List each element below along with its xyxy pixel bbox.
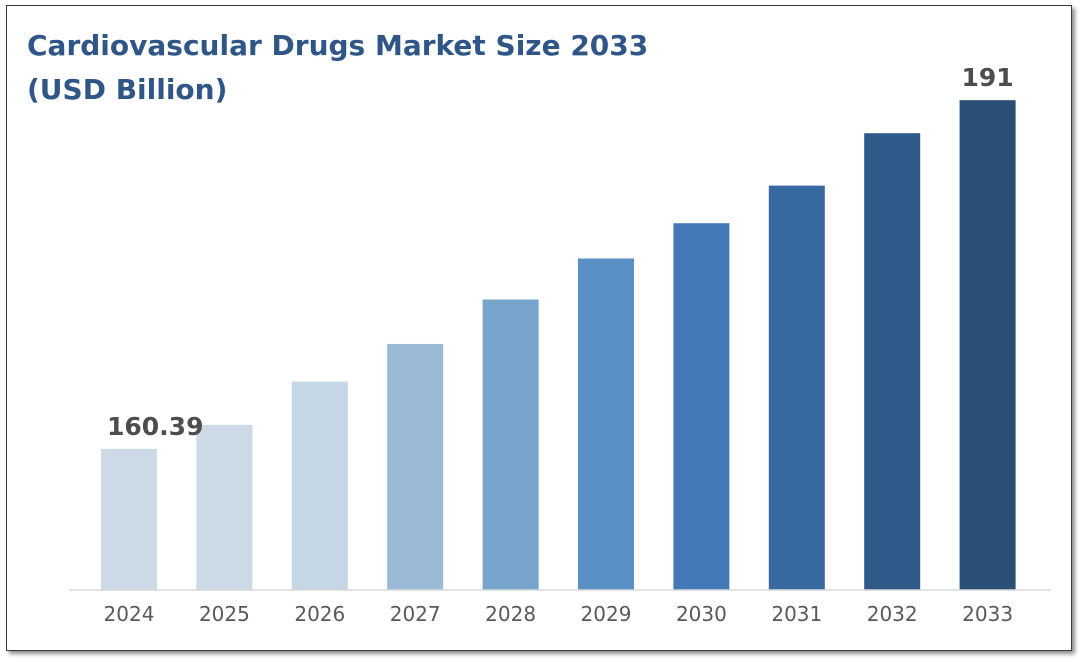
x-tick-label: 2028 — [485, 602, 536, 626]
bar-2028 — [482, 299, 539, 590]
x-tick-label: 2033 — [962, 602, 1013, 626]
bar-2024 — [101, 448, 157, 590]
bar-chart: 2024 2025 2026 2027 2028 2029 2030 2031 2032 2033… — [69, 63, 1051, 626]
bar-2025 — [196, 424, 253, 590]
chart-title: Cardiovascular Drugs Market Size 2033 (U… — [27, 29, 649, 106]
data-label-2024: 160.39 — [107, 412, 203, 441]
bar-2027 — [387, 343, 444, 590]
x-axis-ticks: 2024 2025 2026 2027 2028 2029 2030 2031 2032 2033 — [104, 602, 1014, 626]
x-tick-label: 2027 — [390, 602, 441, 626]
x-tick-label: 2024 — [104, 602, 155, 626]
chart-frame: Cardiovascular Drugs Market Size 2033 (U… — [6, 5, 1072, 651]
bar-2033 — [959, 100, 1016, 590]
x-tick-label: 2029 — [581, 602, 632, 626]
x-tick-label: 2030 — [676, 602, 727, 626]
data-labels-group: 160.39 191 — [107, 63, 1014, 441]
x-tick-label: 2025 — [199, 602, 250, 626]
bar-2026 — [291, 381, 348, 590]
x-tick-label: 2031 — [771, 602, 822, 626]
bar-2030 — [673, 223, 730, 590]
data-label-2033: 191 — [962, 63, 1014, 92]
bar-2031 — [768, 185, 825, 590]
bar-2032 — [864, 133, 921, 591]
x-tick-label: 2026 — [294, 602, 345, 626]
bar-2029 — [578, 258, 634, 590]
bars-group — [101, 100, 1016, 591]
x-tick-label: 2032 — [867, 602, 918, 626]
